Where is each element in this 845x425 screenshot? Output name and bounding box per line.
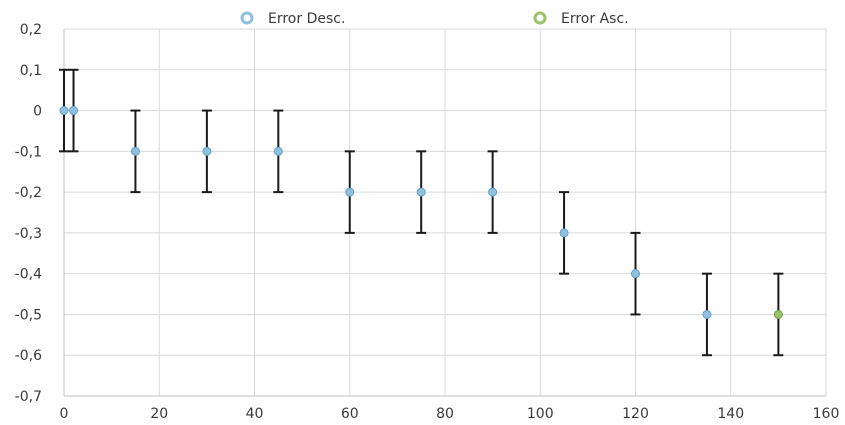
y-tick-label: -0,1 [15,144,42,160]
data-point [631,269,640,279]
data-point [345,187,355,197]
y-tick-label: -0,3 [15,226,42,242]
x-tick-label: 140 [717,406,744,422]
x-tick-label: 20 [150,406,168,422]
y-tick-label: -0,5 [15,307,42,323]
y-tick-label: 0 [33,104,42,120]
y-axis-ticks: 0,2 0,1 0 -0,1 -0,2 -0,3 -0,4 -0,5 -0,6 -0,7 [15,22,42,405]
data-point [69,106,79,116]
x-tick-label: 0 [60,406,69,422]
y-tick-label: -0,2 [15,185,42,201]
data-point [273,146,283,156]
grid [64,28,827,396]
x-axis-ticks: 0 20 40 60 80 100 120 140 160 [60,406,840,422]
legend: Error Desc. Error Asc. [240,11,629,27]
y-tick-label: -0,7 [15,389,42,405]
data-point [59,106,69,116]
x-tick-label: 120 [622,406,649,422]
data-point [488,187,498,197]
x-tick-label: 80 [436,406,454,422]
y-tick-label: 0,2 [20,22,42,38]
legend-marker-icon [533,11,547,25]
data-point [202,146,212,156]
data-point [416,187,426,197]
y-tick-label: -0,4 [15,267,42,283]
legend-label: Error Asc. [561,11,629,27]
data-point [702,309,712,319]
x-tick-label: 160 [813,406,840,422]
data-point [559,228,569,238]
y-tick-label: -0,6 [15,348,42,364]
x-tick-label: 60 [341,406,359,422]
error-bars [59,68,784,357]
data-points [59,106,783,319]
data-point [130,146,140,156]
legend-marker-icon [240,11,254,25]
x-tick-label: 40 [246,406,264,422]
y-tick-label: 0,1 [20,63,42,79]
legend-label: Error Desc. [268,11,345,27]
data-point [773,309,783,319]
x-tick-label: 100 [527,406,554,422]
